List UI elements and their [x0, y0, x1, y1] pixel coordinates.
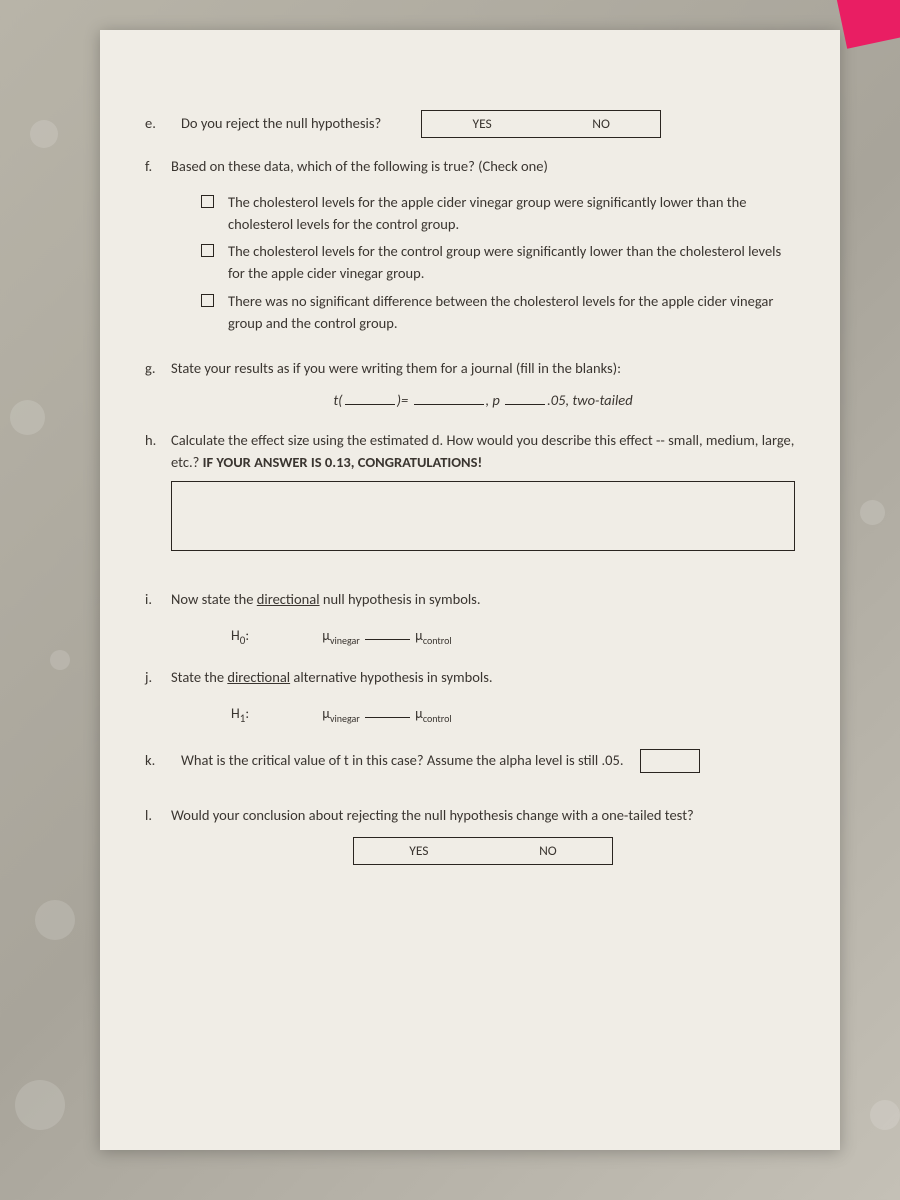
checkbox-label: There was no significant difference betw… — [228, 291, 795, 335]
blank-field[interactable] — [365, 717, 410, 718]
hypothesis-formula: H1: μvinegar μcontrol — [231, 703, 795, 727]
blank-field[interactable] — [505, 404, 545, 405]
question-g: g. State your results as if you were wri… — [145, 358, 795, 412]
answer-box-small[interactable] — [640, 749, 700, 773]
no-option[interactable]: NO — [572, 114, 630, 134]
answer-box-large[interactable] — [171, 481, 795, 551]
question-text-bold: IF YOUR ANSWER IS 0.13, CONGRATULATIONS! — [203, 453, 483, 471]
worksheet-paper: e. Do you reject the null hypothesis? YE… — [100, 30, 840, 1150]
question-text: Would your conclusion about rejecting th… — [171, 806, 694, 824]
question-letter: e. — [145, 113, 171, 135]
question-text: What is the critical value of t in this … — [181, 750, 624, 772]
formula-part: μ — [415, 627, 423, 644]
question-h: h. Calculate the effect size using the e… — [145, 430, 795, 552]
checkbox-label: The cholesterol levels for the control g… — [228, 241, 795, 285]
formula-subscript: vinegar — [330, 712, 360, 725]
question-l: l. Would your conclusion about rejecting… — [145, 805, 795, 865]
formula-part: μ — [322, 705, 330, 722]
checkbox-option[interactable]: The cholesterol levels for the control g… — [201, 241, 795, 285]
no-option[interactable]: NO — [519, 841, 577, 861]
hypothesis-formula: H0: μvinegar μcontrol — [231, 625, 795, 649]
pink-sticky-note — [835, 0, 900, 49]
question-letter: j. — [145, 667, 171, 689]
checkbox-square[interactable] — [201, 244, 214, 257]
question-text: null hypothesis in symbols. — [320, 590, 481, 608]
checkbox-option[interactable]: There was no significant difference betw… — [201, 291, 795, 335]
yes-option[interactable]: YES — [389, 841, 448, 861]
question-i: i. Now state the directional null hypoth… — [145, 589, 795, 649]
checkbox-option[interactable]: The cholesterol levels for the apple cid… — [201, 192, 795, 236]
question-j: j. State the directional alternative hyp… — [145, 667, 795, 727]
question-text: State the — [171, 668, 227, 686]
yes-option[interactable]: YES — [452, 114, 511, 134]
question-e: e. Do you reject the null hypothesis? YE… — [145, 110, 795, 138]
question-letter: g. — [145, 358, 171, 380]
question-text: alternative hypothesis in symbols. — [290, 668, 492, 686]
formula-part: t( — [333, 391, 342, 409]
formula-subscript: control — [423, 712, 452, 725]
question-text: Now state the — [171, 590, 257, 608]
question-k: k. What is the critical value of t in th… — [145, 749, 795, 773]
checkbox-square[interactable] — [201, 195, 214, 208]
question-letter: k. — [145, 750, 171, 772]
checkbox-label: The cholesterol levels for the apple cid… — [228, 192, 795, 236]
blank-field[interactable] — [414, 404, 484, 405]
formula-part: : — [245, 705, 249, 722]
formula-part: μ — [415, 705, 423, 722]
question-letter: f. — [145, 156, 171, 178]
question-text-underline: directional — [257, 590, 320, 608]
formula-part: : — [245, 627, 249, 644]
question-text: Based on these data, which of the follow… — [171, 157, 548, 175]
question-letter: i. — [145, 589, 171, 611]
question-text: State your results as if you were writin… — [171, 359, 621, 377]
question-f: f. Based on these data, which of the fol… — [145, 156, 795, 340]
question-text: Do you reject the null hypothesis? — [181, 113, 381, 135]
blank-field[interactable] — [345, 404, 395, 405]
formula-part: , p — [486, 391, 500, 409]
fill-blank-formula: t( )= , p .05, two-tailed — [171, 390, 795, 412]
formula-part: H — [231, 627, 240, 644]
formula-part: .05, two-tailed — [547, 391, 633, 409]
blank-field[interactable] — [365, 639, 410, 640]
formula-part: H — [231, 705, 240, 722]
yes-no-box[interactable]: YES NO — [353, 837, 613, 865]
formula-part: )= — [397, 391, 409, 409]
question-letter: l. — [145, 805, 171, 827]
checkbox-list: The cholesterol levels for the apple cid… — [201, 192, 795, 335]
formula-part: μ — [322, 627, 330, 644]
question-text-underline: directional — [227, 668, 290, 686]
formula-subscript: vinegar — [330, 634, 360, 647]
formula-subscript: control — [423, 634, 452, 647]
yes-no-box[interactable]: YES NO — [421, 110, 661, 138]
question-letter: h. — [145, 430, 171, 452]
checkbox-square[interactable] — [201, 294, 214, 307]
